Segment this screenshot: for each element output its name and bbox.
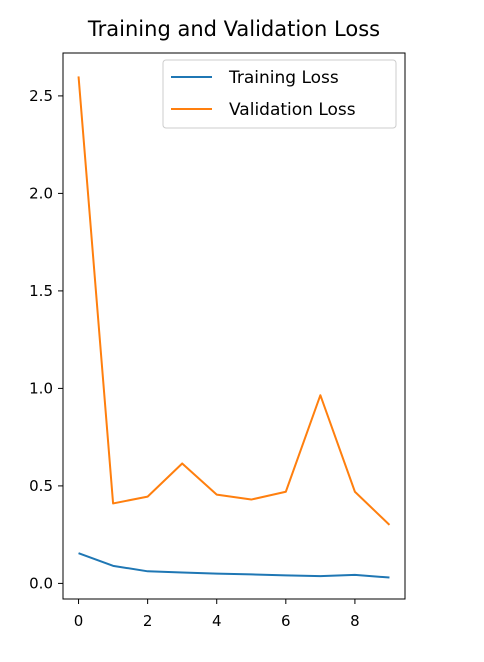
- y-tick-label: 1.0: [29, 379, 53, 397]
- y-tick-label: 2.5: [29, 87, 53, 105]
- chart-title: Training and Validation Loss: [87, 17, 380, 41]
- y-tick-label: 0.0: [29, 574, 53, 592]
- x-tick-label: 4: [212, 612, 222, 630]
- legend-label-validation-loss: Validation Loss: [229, 100, 356, 120]
- y-tick-label: 2.0: [29, 184, 53, 202]
- legend-label-training-loss: Training Loss: [228, 68, 339, 88]
- y-tick-label: 1.5: [29, 282, 53, 300]
- plot-area: [63, 53, 405, 599]
- x-tick-label: 8: [350, 612, 360, 630]
- y-tick-label: 0.5: [29, 477, 53, 495]
- x-tick-label: 2: [143, 612, 153, 630]
- legend: Training Loss Validation Loss: [163, 60, 396, 128]
- x-tick-label: 0: [74, 612, 84, 630]
- x-tick-label: 6: [281, 612, 291, 630]
